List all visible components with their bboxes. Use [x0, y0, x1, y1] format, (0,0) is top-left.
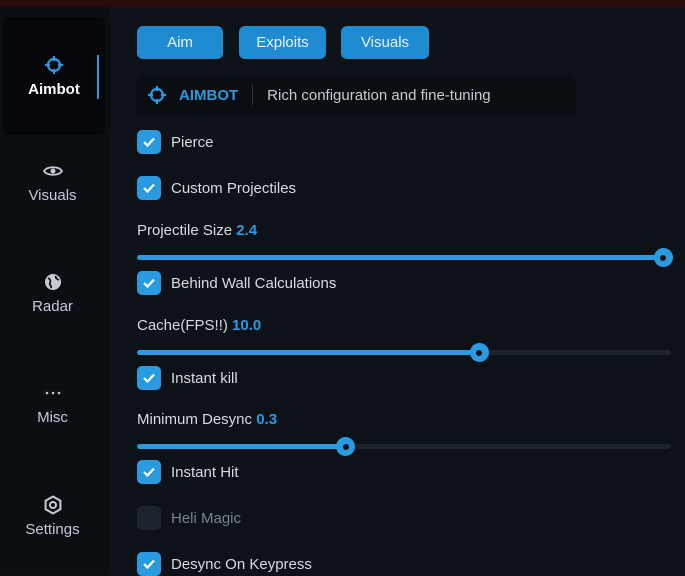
sidebar-item-label: Radar — [32, 298, 73, 315]
slider-fill — [137, 350, 479, 355]
instant-kill-checkbox[interactable]: Instant kill — [137, 366, 238, 390]
sidebar-item-label: Misc — [37, 409, 68, 426]
slider-label: Minimum Desync — [137, 411, 253, 428]
divider — [252, 85, 254, 105]
eye-icon — [42, 166, 63, 176]
checkmark-icon — [143, 373, 155, 384]
sidebar-item-visuals[interactable]: Visuals — [0, 161, 105, 204]
crosshair-icon — [45, 56, 63, 74]
slider-label: Projectile Size — [137, 222, 233, 239]
sidebar-item-misc[interactable]: Misc — [0, 383, 105, 426]
checkbox-box[interactable] — [137, 271, 161, 295]
slider-fill — [137, 255, 671, 260]
sidebar: Aimbot Visuals Radar Misc Settings — [0, 7, 110, 575]
checkbox-label: Behind Wall Calculations — [171, 274, 337, 292]
section-description: Rich configuration and fine-tuning — [267, 86, 491, 104]
checkbox-label: Heli Magic — [171, 509, 242, 527]
sidebar-item-label: Aimbot — [28, 81, 80, 98]
slider-value: 10.0 — [232, 317, 262, 334]
instant-hit-checkbox[interactable]: Instant Hit — [137, 460, 239, 484]
checkmark-icon — [143, 183, 155, 194]
slider-thumb[interactable] — [336, 437, 356, 456]
active-indicator — [97, 55, 99, 99]
checkmark-icon — [143, 137, 155, 148]
globe-icon — [44, 274, 61, 290]
section-title: AIMBOT — [179, 86, 239, 104]
sidebar-item-label: Visuals — [28, 187, 77, 204]
checkbox-label: Custom Projectiles — [171, 179, 297, 197]
window-top-strip — [0, 0, 685, 7]
checkmark-icon — [143, 559, 155, 570]
sidebar-item-settings[interactable]: Settings — [0, 495, 105, 538]
min-desync-label: Minimum Desync 0.3 — [137, 411, 277, 428]
checkbox-box[interactable] — [137, 506, 161, 530]
slider-thumb[interactable] — [469, 343, 489, 362]
checkbox-label: Instant Hit — [171, 463, 239, 481]
more-horizontal-icon — [45, 391, 60, 395]
custom-projectiles-checkbox[interactable]: Custom Projectiles — [137, 176, 296, 200]
cache-slider[interactable] — [137, 343, 671, 362]
pierce-checkbox[interactable]: Pierce — [137, 130, 214, 154]
behind-wall-checkbox[interactable]: Behind Wall Calculations — [137, 271, 336, 295]
tab-visuals[interactable]: Visuals — [341, 26, 429, 59]
checkbox-label: Instant kill — [171, 369, 238, 387]
sidebar-item-label: Settings — [25, 521, 80, 538]
section-header: AIMBOT Rich configuration and fine-tunin… — [137, 75, 575, 115]
projectile-size-label: Projectile Size 2.4 — [137, 222, 257, 239]
heli-magic-checkbox[interactable]: Heli Magic — [137, 506, 241, 530]
checkbox-label: Pierce — [171, 133, 214, 151]
sidebar-item-radar[interactable]: Radar — [0, 272, 105, 315]
slider-thumb[interactable] — [653, 248, 673, 267]
checkmark-icon — [143, 278, 155, 289]
tab-aim[interactable]: Aim — [137, 26, 223, 59]
sidebar-item-aimbot[interactable]: Aimbot — [3, 17, 105, 135]
slider-fill — [137, 444, 346, 449]
slider-value: 0.3 — [256, 411, 278, 428]
checkmark-icon — [143, 467, 155, 478]
desync-keypress-checkbox[interactable]: Desync On Keypress — [137, 552, 312, 576]
checkbox-box[interactable] — [137, 176, 161, 200]
checkbox-box[interactable] — [137, 552, 161, 576]
projectile-size-slider[interactable] — [137, 248, 673, 267]
checkbox-box[interactable] — [137, 130, 161, 154]
cache-label: Cache(FPS!!) 10.0 — [137, 317, 261, 334]
slider-value: 2.4 — [236, 222, 258, 239]
min-desync-slider[interactable] — [137, 437, 671, 456]
crosshair-icon — [148, 86, 166, 104]
slider-label: Cache(FPS!!) — [137, 317, 228, 334]
tab-exploits[interactable]: Exploits — [239, 26, 326, 59]
checkbox-label: Desync On Keypress — [171, 555, 312, 573]
gear-icon — [44, 495, 61, 515]
checkbox-box[interactable] — [137, 460, 161, 484]
checkbox-box[interactable] — [137, 366, 161, 390]
